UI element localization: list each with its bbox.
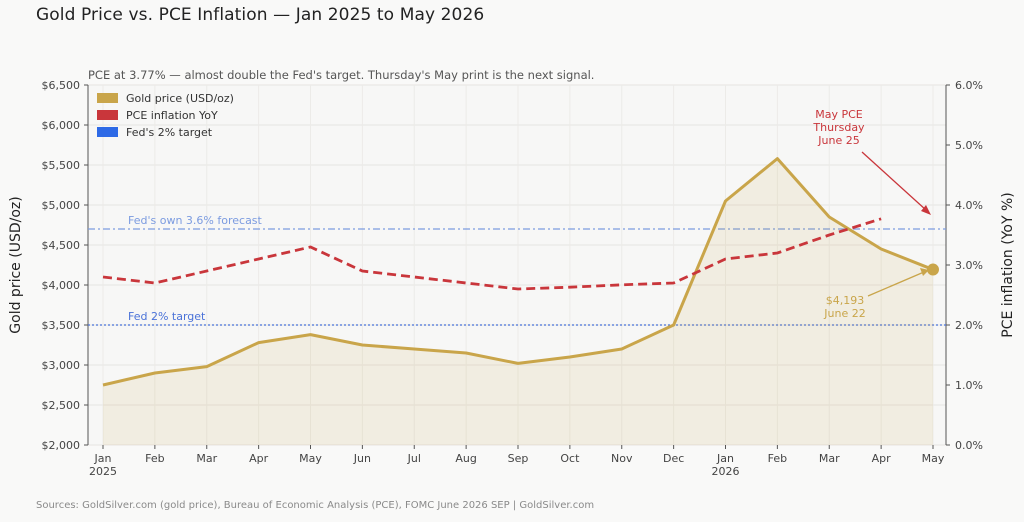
x-tick-label: Jan xyxy=(716,452,734,465)
y-tick-label-left: $5,000 xyxy=(42,199,81,212)
chart-svg: $2,000 $2,500 $3,000 $3,500 $4,000 $4,500 $5,0… xyxy=(8,68,1016,478)
y-tick-label-right: 2.0% xyxy=(955,319,983,332)
chart-subtitle: PCE at 3.77% — almost double the Fed's t… xyxy=(88,68,594,82)
y-tick-label-left: $3,500 xyxy=(42,319,81,332)
annotation-may-pce: June 25 xyxy=(817,134,859,147)
legend-label: PCE inflation YoY xyxy=(126,109,218,122)
x-tick-label: Nov xyxy=(611,452,633,465)
annotation-arrowhead-gold xyxy=(920,268,929,276)
legend-label: Fed's 2% target xyxy=(126,126,213,139)
annotation-arrow-pce xyxy=(861,151,927,211)
reference-line-label: Fed's own 3.6% forecast xyxy=(128,214,263,227)
annotation-may-pce: May PCE xyxy=(815,108,863,121)
x-tick-label: Feb xyxy=(768,452,787,465)
x-tick-label: Mar xyxy=(196,452,217,465)
legend-label: Gold price (USD/oz) xyxy=(126,92,234,105)
x-tick-label: Dec xyxy=(663,452,684,465)
y-tick-label-left: $4,000 xyxy=(42,279,81,292)
y-tick-label-left: $3,000 xyxy=(42,359,81,372)
y-tick-label-right: 4.0% xyxy=(955,199,983,212)
x-tick-label: Jan xyxy=(94,452,112,465)
y-tick-label-right: 5.0% xyxy=(955,139,983,152)
y-tick-label-right: 6.0% xyxy=(955,79,983,92)
x-tick-label: Jul xyxy=(407,452,421,465)
legend-swatch xyxy=(97,93,118,103)
chart-title: Gold Price vs. PCE Inflation — Jan 2025 … xyxy=(36,5,485,25)
y-tick-label-left: $6,000 xyxy=(42,119,81,132)
x-year-label: 2026 xyxy=(712,465,740,478)
x-tick-label: May xyxy=(922,452,945,465)
source-footer: Sources: GoldSilver.com (gold price), Bu… xyxy=(36,500,595,511)
y-tick-label-left: $2,000 xyxy=(42,439,81,452)
annotation-arrow-gold xyxy=(867,271,925,297)
y-tick-label-right: 3.0% xyxy=(955,259,983,272)
x-tick-label: May xyxy=(299,452,322,465)
y-tick-label-left: $6,500 xyxy=(42,79,81,92)
annotation-arrowhead-pce xyxy=(921,205,931,215)
x-tick-label: Feb xyxy=(145,452,164,465)
y-tick-label-left: $2,500 xyxy=(42,399,81,412)
y-axis-title-left: Gold price (USD/oz) xyxy=(8,196,24,333)
x-year-label: 2025 xyxy=(89,465,117,478)
x-tick-label: Aug xyxy=(455,452,476,465)
x-tick-label: Apr xyxy=(249,452,269,465)
y-tick-label-right: 0.0% xyxy=(955,439,983,452)
annotation-gold-price: June 22 xyxy=(823,307,865,320)
y-tick-label-left: $5,500 xyxy=(42,159,81,172)
y-tick-label-left: $4,500 xyxy=(42,239,81,252)
reference-line-label: Fed 2% target xyxy=(128,310,206,323)
x-tick-label: Oct xyxy=(560,452,580,465)
annotation-gold-price: $4,193 xyxy=(826,294,865,307)
y-axis-title-right: PCE inflation (YoY %) xyxy=(1000,192,1016,337)
gold-price-line xyxy=(102,157,934,387)
gold-last-point xyxy=(927,263,939,276)
x-tick-label: Jun xyxy=(353,452,371,465)
x-tick-label: Sep xyxy=(508,452,529,465)
y-tick-label-right: 1.0% xyxy=(955,379,983,392)
legend-swatch xyxy=(97,110,118,120)
pce-inflation-line xyxy=(102,217,882,291)
x-tick-label: Apr xyxy=(872,452,892,465)
x-tick-label: Mar xyxy=(819,452,840,465)
legend-swatch xyxy=(97,127,118,137)
annotation-may-pce: Thursday xyxy=(812,121,865,134)
gold-area xyxy=(103,158,933,445)
